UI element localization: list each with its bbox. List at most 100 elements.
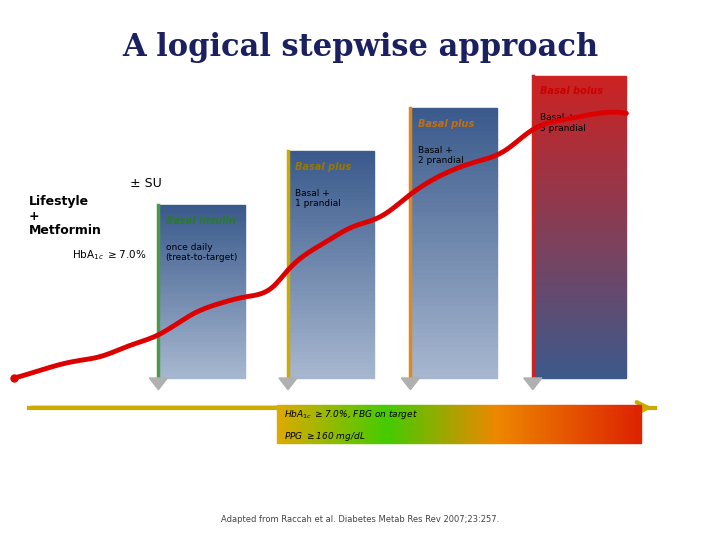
Bar [575,405,577,443]
Bar [568,405,570,443]
Bar [288,246,374,249]
Bar [595,405,597,443]
Bar [343,405,344,443]
Bar [158,329,245,332]
Bar [370,405,372,443]
Bar [600,405,603,443]
Bar [543,405,544,443]
Bar [392,405,394,443]
Bar [604,405,606,443]
Bar [597,405,599,443]
Bar [541,405,543,443]
Bar [361,405,363,443]
Bar [533,136,626,141]
Bar [574,405,575,443]
Bar [534,405,536,443]
Bar [158,332,245,335]
Bar [530,405,531,443]
Bar [288,344,374,348]
Bar [372,405,374,443]
Bar [348,405,350,443]
Bar [410,266,497,270]
Bar [610,405,612,443]
Bar [158,263,245,266]
Bar [158,369,245,372]
Bar [533,171,626,177]
Bar [533,232,626,237]
Bar [533,257,626,262]
Bar [533,91,626,96]
Bar [158,251,245,254]
Bar [410,374,497,378]
Bar [505,405,506,443]
Bar [410,212,497,216]
Text: Basal +
1 prandial: Basal + 1 prandial [295,189,341,208]
Bar [619,405,621,443]
Bar [523,405,524,443]
Bar [533,262,626,267]
Bar [410,279,497,284]
Bar [533,328,626,333]
Bar [533,80,626,86]
Bar [410,189,497,193]
Bar [410,126,497,131]
Bar [410,162,497,166]
Bar [158,300,245,303]
Bar [330,405,332,443]
Bar [290,405,292,443]
Bar [410,338,497,342]
Bar [288,151,374,155]
Text: ± SU: ± SU [130,177,161,190]
Bar [158,375,245,378]
Bar [288,348,374,352]
Bar [613,405,616,443]
Bar [288,340,374,344]
Bar [288,318,374,321]
Bar [519,405,521,443]
Bar [634,405,635,443]
Bar [537,405,539,443]
Bar [288,280,374,284]
Bar [436,405,437,443]
Bar [288,215,374,219]
Bar [624,405,626,443]
Text: A logical stepwise approach: A logical stepwise approach [122,32,598,63]
Bar [454,405,455,443]
Text: Time: Time [341,432,379,447]
Bar [302,405,305,443]
Text: Basal bolus: Basal bolus [540,86,603,97]
Bar [382,405,384,443]
Bar [410,310,497,315]
Bar [390,405,392,443]
Bar [581,405,582,443]
Text: HbA$_{1c}$ $\geq$7.0%: HbA$_{1c}$ $\geq$7.0% [72,248,146,262]
Bar [288,249,374,253]
Bar [533,177,626,181]
Bar [533,181,626,186]
Bar [158,248,245,251]
Bar [288,363,374,367]
Bar [464,405,467,443]
Bar [288,329,374,333]
Bar [410,230,497,234]
Bar [488,405,490,443]
Bar [308,405,310,443]
Bar [461,405,463,443]
Bar [288,333,374,336]
Bar [288,284,374,287]
Bar [410,176,497,180]
Bar [321,405,323,443]
Text: Adapted from Raccah et al. Diabetes Metab Res Rev 2007;23:257.: Adapted from Raccah et al. Diabetes Meta… [221,515,499,524]
Bar [592,405,593,443]
Bar [631,405,634,443]
Bar [395,405,397,443]
Bar [288,163,374,166]
Bar [363,405,364,443]
Bar [158,222,245,225]
Bar [158,343,245,346]
Bar [158,231,245,234]
Bar [410,333,497,338]
Bar [339,405,341,443]
Bar [606,405,608,443]
Bar [533,76,626,80]
